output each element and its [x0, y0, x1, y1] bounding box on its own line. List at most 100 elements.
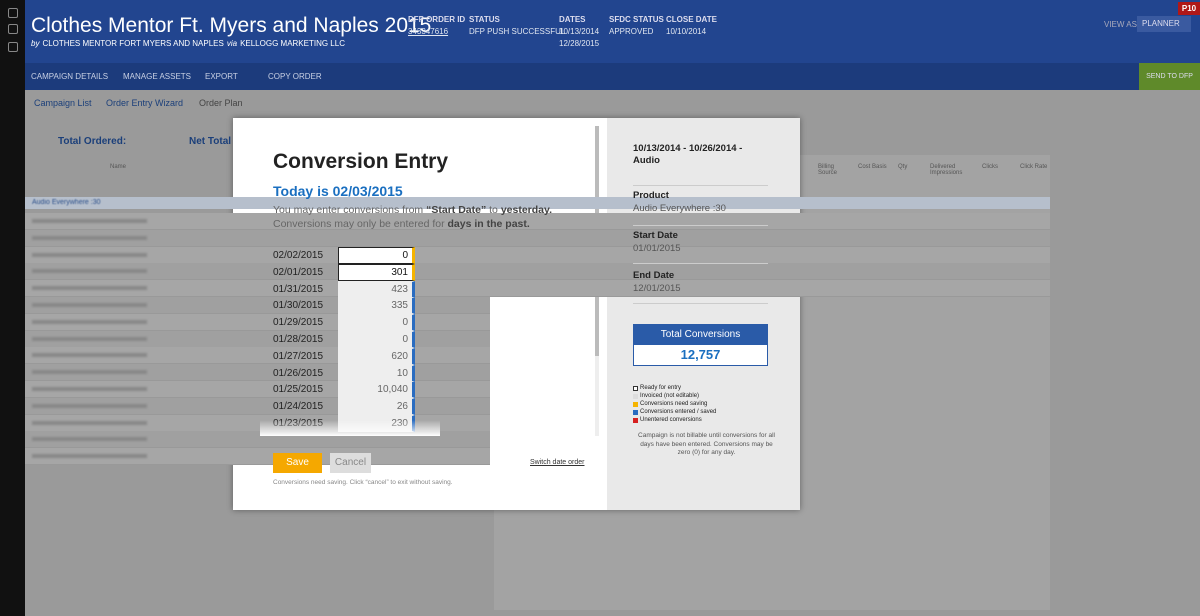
row-blur: [32, 420, 147, 425]
subtitle-part: by: [31, 39, 40, 48]
cancel-button[interactable]: Cancel: [330, 453, 371, 473]
entry-value: 10,040: [377, 384, 408, 396]
row-blur: [32, 387, 147, 391]
legend-label: Conversions entered / saved: [640, 409, 717, 415]
save-button[interactable]: Save: [273, 453, 322, 473]
separator: [633, 225, 768, 226]
column-header: Clicks: [982, 164, 998, 170]
table-row: [25, 246, 1050, 264]
entry-input[interactable]: 0: [338, 331, 415, 348]
instruction-part: to: [486, 204, 501, 216]
legend-swatch: [633, 418, 638, 423]
badge: P10: [1178, 2, 1200, 15]
column-header: Cost Basis: [858, 164, 887, 170]
meta-label: STATUS: [469, 15, 500, 24]
instruction-part: days in the past.: [447, 218, 530, 230]
entry-date: 01/27/2015: [273, 350, 324, 362]
breadcrumb[interactable]: Order Entry Wizard: [106, 98, 184, 108]
column-header: Billing Source: [818, 164, 838, 176]
entry-input[interactable]: 0: [338, 247, 415, 264]
net-total: Net Total: [189, 136, 232, 147]
entry-value: 0: [402, 250, 408, 261]
toolbar-item[interactable]: MANAGE ASSETS: [123, 72, 192, 81]
legend-label: Conversions need saving: [640, 401, 708, 407]
total-ordered: Total Ordered:: [58, 136, 127, 147]
group-row: [25, 197, 1050, 209]
row-blur: [32, 319, 147, 324]
modal-title: Conversion Entry: [273, 150, 449, 173]
entry-date: 01/29/2015: [273, 317, 324, 329]
field-label: End Date: [633, 270, 675, 281]
legend-label: Ready for entry: [640, 385, 682, 391]
entry-input[interactable]: 0: [338, 314, 415, 332]
row-blur: [32, 336, 147, 341]
entry-value: 26: [396, 401, 408, 413]
entry-date: 01/25/2015: [273, 384, 324, 396]
meta-label: DFP ORDER ID: [408, 15, 466, 24]
table-row: [25, 280, 1050, 298]
table-row: [25, 263, 1050, 281]
meta-value: APPROVED: [609, 27, 654, 36]
entry-date: 01/26/2015: [273, 367, 324, 379]
field-label: Start Date: [633, 230, 678, 241]
row-blur: [32, 235, 147, 240]
breadcrumb: Order Plan: [199, 98, 243, 108]
toolbar-item[interactable]: CAMPAIGN DETAILS: [31, 72, 109, 81]
field-label: Product: [633, 190, 669, 201]
table-row: [25, 213, 1050, 230]
legend-swatch: [633, 402, 638, 407]
legend-swatch: [633, 386, 638, 391]
toolbar-item[interactable]: COPY ORDER: [268, 72, 322, 81]
instruction-part: “Start Date”: [426, 204, 487, 216]
entry-input[interactable]: 423: [338, 280, 415, 298]
total-label: Total Conversions: [633, 324, 768, 345]
row-blur: [32, 286, 147, 291]
modal-side: [607, 118, 800, 510]
subtitle: by CLOTHES MENTOR FORT MYERS AND NAPLES vi…: [31, 39, 348, 48]
field-value: 01/01/2015: [633, 243, 681, 254]
side-note: Campaign is not billable until conversio…: [638, 432, 775, 456]
entries-fade: [260, 420, 440, 436]
field-value: Audio Everywhere :30: [633, 203, 726, 214]
entry-date: 01/24/2015: [273, 401, 324, 413]
entry-value: 301: [391, 266, 408, 278]
legend-label: Invoiced (not editable): [640, 393, 700, 399]
entry-input[interactable]: 10: [338, 364, 415, 382]
column-header: Qty: [898, 164, 908, 170]
entry-input[interactable]: 335: [338, 297, 415, 315]
entry-input[interactable]: 620: [338, 347, 415, 365]
subtitle-part: KELLOGG MARKETING LLC: [240, 39, 345, 48]
meta-value[interactable]: 343347616: [408, 27, 449, 36]
page-title: Clothes Mentor Ft. Myers and Naples 2015: [31, 14, 432, 37]
meta-label: CLOSE DATE: [666, 15, 717, 24]
entry-input[interactable]: 10,040: [338, 381, 415, 399]
entry-date: 01/28/2015: [273, 334, 324, 345]
column-header: Name: [110, 164, 127, 170]
entry-input[interactable]: 301: [338, 263, 415, 281]
row-blur: [32, 370, 147, 375]
row-blur: [32, 353, 147, 358]
rail-icon: [8, 8, 18, 18]
switch-order[interactable]: Switch date order: [530, 459, 585, 466]
meta-value: 10/10/2014: [666, 27, 707, 36]
entry-date: 02/02/2015: [273, 250, 324, 261]
role[interactable]: PLANNER: [1137, 16, 1191, 32]
rail-icon: [8, 42, 18, 52]
entry-input[interactable]: 26: [338, 398, 415, 416]
field-value: 12/01/2015: [633, 283, 681, 294]
meta-label: DATES: [559, 15, 586, 24]
entry-value: 335: [391, 300, 408, 312]
entry-value: 423: [391, 283, 408, 295]
row-blur: [32, 403, 147, 408]
send-button[interactable]: SEND TO DFP: [1139, 63, 1200, 90]
breadcrumb[interactable]: Campaign List: [34, 98, 92, 108]
row-blur: [32, 252, 147, 257]
entry-value: 0: [402, 334, 408, 345]
instruction-part: Conversions may only be entered for: [273, 204, 555, 230]
toolbar-item[interactable]: EXPORT: [205, 72, 238, 81]
rail-icon: [8, 24, 18, 34]
entry-date: 01/31/2015: [273, 283, 324, 295]
meta-value: DFP PUSH SUCCESSFUL: [469, 27, 566, 36]
separator: [633, 185, 768, 186]
table-row: [25, 448, 490, 466]
